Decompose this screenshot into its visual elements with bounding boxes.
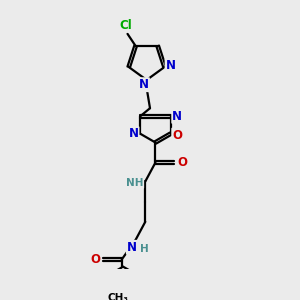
Text: O: O [90, 253, 100, 266]
Text: O: O [177, 156, 187, 169]
Text: O: O [172, 129, 182, 142]
Text: N: N [128, 127, 139, 140]
Text: N: N [172, 110, 182, 123]
Text: N: N [127, 241, 137, 254]
Text: CH₃: CH₃ [107, 293, 128, 300]
Text: NH: NH [126, 178, 143, 188]
Text: H: H [140, 244, 149, 254]
Text: Cl: Cl [119, 19, 132, 32]
Text: N: N [166, 59, 176, 72]
Text: N: N [139, 78, 149, 91]
